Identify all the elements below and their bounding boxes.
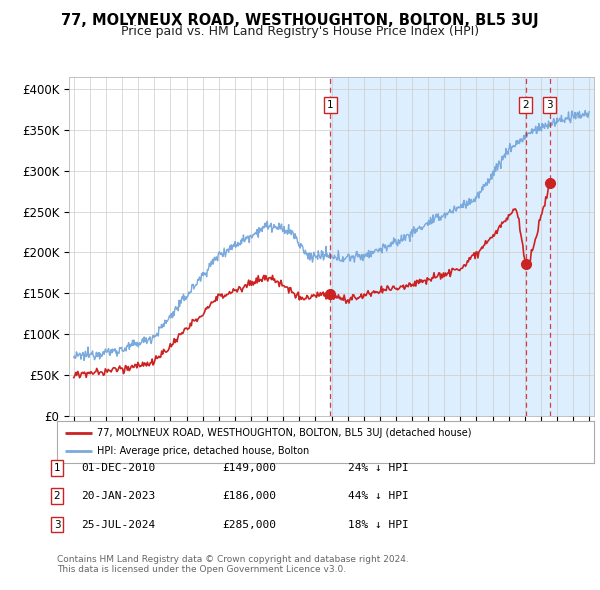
- Text: 01-DEC-2010: 01-DEC-2010: [81, 463, 155, 473]
- Text: 44% ↓ HPI: 44% ↓ HPI: [348, 491, 409, 501]
- Text: 3: 3: [53, 520, 61, 529]
- Text: 1: 1: [53, 463, 61, 473]
- Text: 77, MOLYNEUX ROAD, WESTHOUGHTON, BOLTON, BL5 3UJ: 77, MOLYNEUX ROAD, WESTHOUGHTON, BOLTON,…: [61, 13, 539, 28]
- Text: 25-JUL-2024: 25-JUL-2024: [81, 520, 155, 529]
- Text: 1: 1: [327, 100, 334, 110]
- Text: This data is licensed under the Open Government Licence v3.0.: This data is licensed under the Open Gov…: [57, 565, 346, 574]
- Text: 18% ↓ HPI: 18% ↓ HPI: [348, 520, 409, 529]
- Text: £285,000: £285,000: [222, 520, 276, 529]
- Text: £149,000: £149,000: [222, 463, 276, 473]
- Text: 3: 3: [547, 100, 553, 110]
- Text: HPI: Average price, detached house, Bolton: HPI: Average price, detached house, Bolt…: [97, 446, 310, 456]
- Text: 2: 2: [522, 100, 529, 110]
- Text: £186,000: £186,000: [222, 491, 276, 501]
- Text: 24% ↓ HPI: 24% ↓ HPI: [348, 463, 409, 473]
- Text: 20-JAN-2023: 20-JAN-2023: [81, 491, 155, 501]
- Text: 77, MOLYNEUX ROAD, WESTHOUGHTON, BOLTON, BL5 3UJ (detached house): 77, MOLYNEUX ROAD, WESTHOUGHTON, BOLTON,…: [97, 428, 472, 438]
- Text: Contains HM Land Registry data © Crown copyright and database right 2024.: Contains HM Land Registry data © Crown c…: [57, 555, 409, 563]
- Text: Price paid vs. HM Land Registry's House Price Index (HPI): Price paid vs. HM Land Registry's House …: [121, 25, 479, 38]
- Bar: [330, 77, 594, 416]
- Text: 2: 2: [53, 491, 61, 501]
